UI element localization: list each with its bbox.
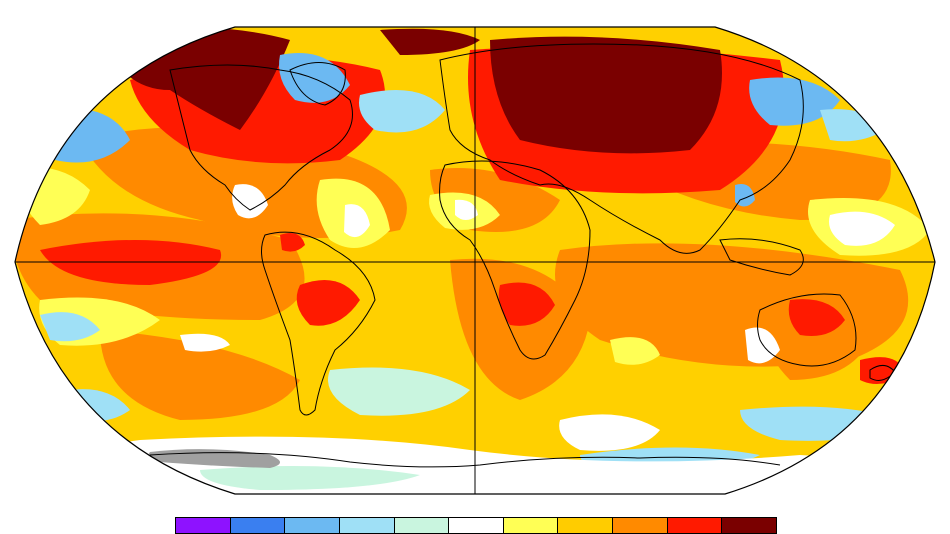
- legend-swatch: [722, 518, 777, 533]
- graticule: [15, 27, 935, 494]
- anomaly-region-light-blue: [328, 367, 470, 416]
- anomaly-region-white: [745, 327, 780, 364]
- coastline-europe-asia: [439, 43, 804, 254]
- legend-swatch: [558, 518, 614, 533]
- coastline-australia: [757, 293, 857, 367]
- anomaly-region-red: [280, 232, 305, 252]
- coastline-south-america: [261, 231, 376, 416]
- legend-swatch: [176, 518, 231, 533]
- anomaly-region-light-blue: [279, 53, 350, 103]
- legend-swatch: [503, 518, 559, 533]
- anomaly-region-red: [296, 280, 360, 326]
- coastline-africa: [439, 160, 591, 360]
- anomaly-region-light-blue: [40, 312, 100, 342]
- anomaly-region-dark-red: [490, 36, 722, 154]
- coastline-greenland: [289, 62, 346, 106]
- anomaly-region-light-blue: [200, 466, 420, 490]
- coastline-north-america: [169, 64, 353, 211]
- anomaly-region-white: [344, 204, 370, 238]
- anomaly-region-yellow: [610, 337, 660, 365]
- anomaly-region-light-blue: [749, 77, 840, 126]
- color-scale-legend: [175, 517, 777, 534]
- anomaly-region-red: [498, 282, 555, 326]
- globe-outline: [14, 26, 936, 495]
- legend-swatch: [230, 518, 286, 533]
- legend-swatch: [667, 518, 723, 533]
- anomaly-region-white: [180, 333, 230, 352]
- anomaly-region-white: [232, 184, 268, 219]
- legend-swatch: [613, 518, 668, 533]
- anomaly-region-light-blue: [735, 184, 755, 207]
- legend-swatch: [285, 518, 340, 533]
- anomaly-region-orange: [450, 258, 590, 400]
- coastline-antarctica: [149, 452, 781, 468]
- legend-swatch: [394, 518, 450, 533]
- anomaly-region-white: [829, 211, 895, 246]
- legend-swatch: [449, 518, 504, 533]
- anomaly-region-light-blue: [359, 90, 445, 133]
- anomaly-region-white: [559, 414, 660, 451]
- anomaly-region-red: [788, 299, 845, 336]
- anomaly-region-white: [455, 199, 478, 220]
- anomaly-region-dark-red: [380, 28, 480, 55]
- anomaly-region-orange: [100, 330, 300, 420]
- legend-swatch: [339, 518, 395, 533]
